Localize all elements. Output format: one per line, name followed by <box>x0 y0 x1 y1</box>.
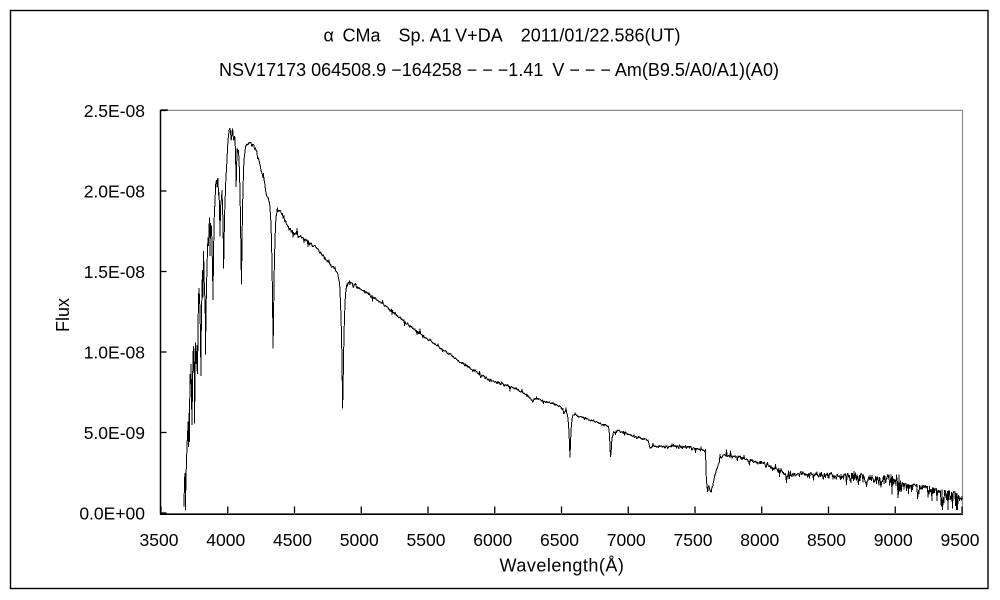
svg-text:1.5E-08: 1.5E-08 <box>84 262 145 282</box>
svg-text:0.0E+00: 0.0E+00 <box>79 503 145 523</box>
svg-text:2.0E-08: 2.0E-08 <box>84 181 145 201</box>
svg-text:2.5E-08: 2.5E-08 <box>84 101 145 121</box>
svg-text:7000: 7000 <box>607 530 646 550</box>
svg-text:9500: 9500 <box>941 530 980 550</box>
svg-text:4500: 4500 <box>273 530 312 550</box>
svg-text:6000: 6000 <box>473 530 512 550</box>
svg-text:5.0E-09: 5.0E-09 <box>84 423 145 443</box>
svg-text:NSV17173 064508.9 −164258 − −: NSV17173 064508.9 −164258 − − −1.41 V − … <box>219 60 779 80</box>
svg-text:1.0E-08: 1.0E-08 <box>84 342 145 362</box>
svg-text:Wavelength(Å): Wavelength(Å) <box>500 556 625 576</box>
svg-text:3500: 3500 <box>140 530 179 550</box>
svg-text:4000: 4000 <box>206 530 245 550</box>
svg-text:5500: 5500 <box>407 530 446 550</box>
svg-text:8000: 8000 <box>740 530 779 550</box>
svg-text:α CMa Sp. A1 V+DA 2011/01/2: α CMa Sp. A1 V+DA 2011/01/22.586(UT) <box>324 26 681 46</box>
svg-text:Flux: Flux <box>53 298 73 332</box>
svg-text:6500: 6500 <box>540 530 579 550</box>
svg-text:8500: 8500 <box>807 530 846 550</box>
svg-text:5000: 5000 <box>340 530 379 550</box>
svg-text:9000: 9000 <box>874 530 913 550</box>
svg-text:7500: 7500 <box>674 530 713 550</box>
